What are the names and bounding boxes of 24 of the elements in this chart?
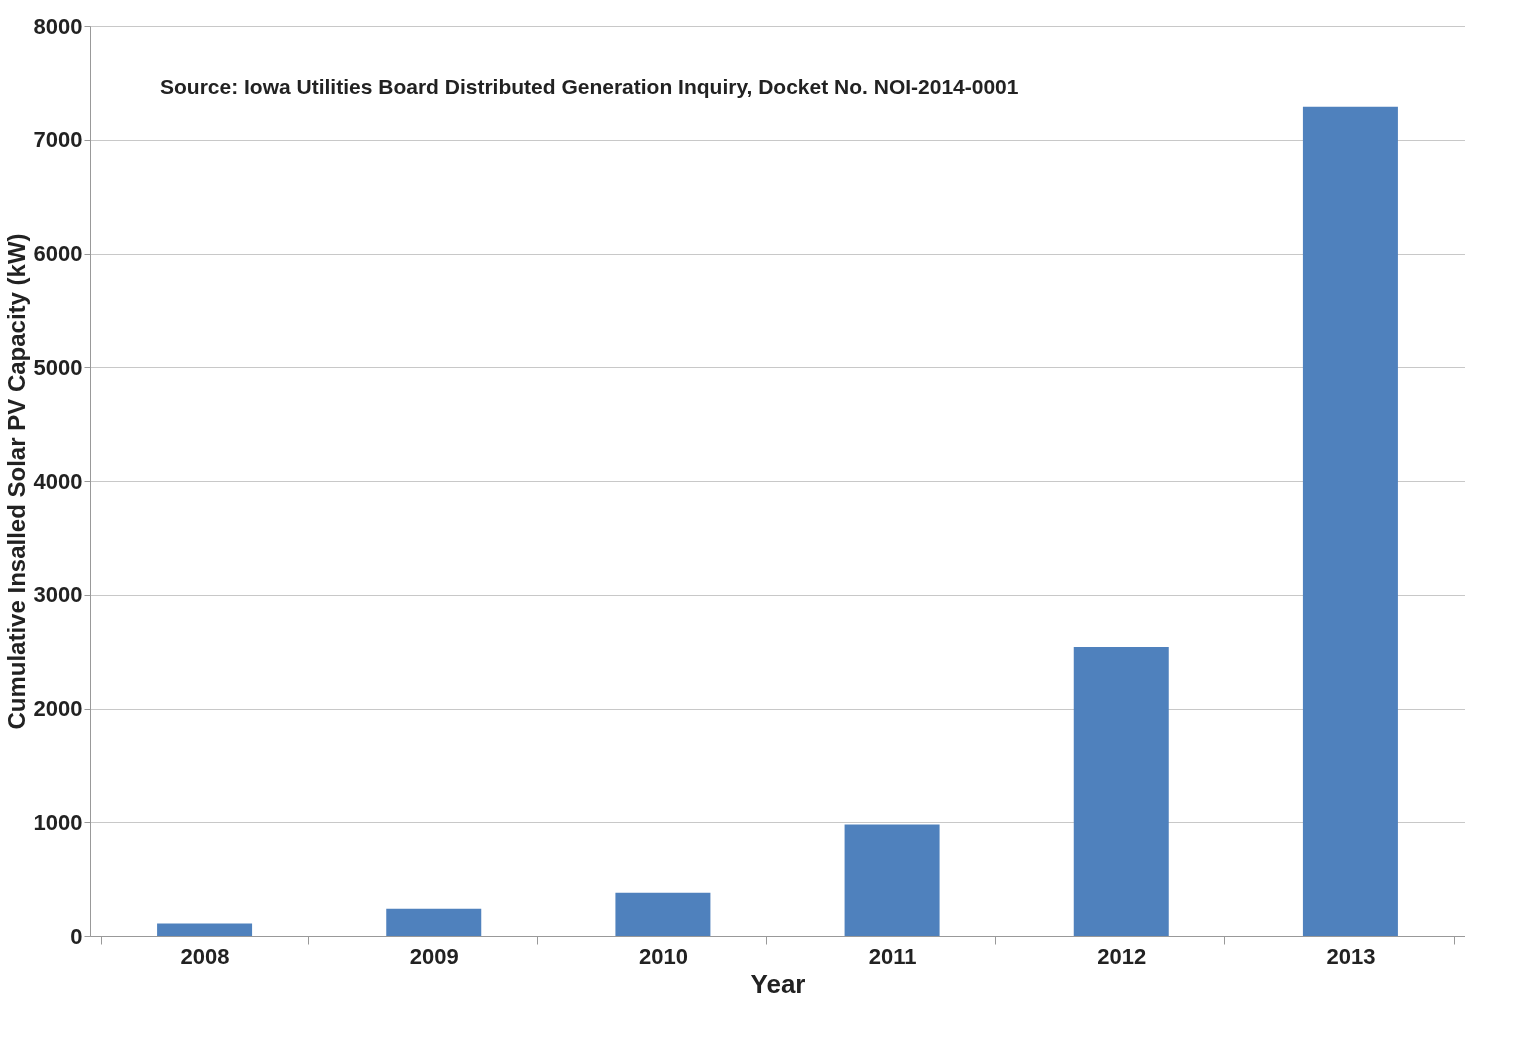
x-tick-label: 2011 <box>868 943 917 969</box>
bar <box>615 892 711 936</box>
y-axis-title: Cumulative Insalled Solar PV Capacity (kW) <box>2 233 30 730</box>
y-tick-label: 2000 <box>33 696 83 721</box>
y-tick-label: 7000 <box>33 127 83 153</box>
bar <box>1073 647 1169 936</box>
x-tick-label: 2012 <box>1097 943 1147 969</box>
y-tick-label: 1000 <box>33 809 83 835</box>
annotation: Source: Iowa Utilities Board Distributed Generation Inquiry, Docket No. NOI-2014-0001 <box>160 75 1019 98</box>
x-tick-label: 2013 <box>1326 943 1376 969</box>
bar <box>1302 106 1398 936</box>
x-tick-label: 2009 <box>409 943 459 969</box>
y-tick-label: 5000 <box>33 354 83 380</box>
bar <box>157 923 253 936</box>
x-axis-title: Year <box>750 968 806 999</box>
y-tick-label: 8000 <box>33 13 83 39</box>
y-tick-label: 4000 <box>33 468 83 494</box>
x-tick-label: 2010 <box>638 943 688 969</box>
bar <box>386 908 482 936</box>
y-tick-label: 0 <box>70 923 83 949</box>
bar <box>844 824 940 936</box>
y-tick-label: 6000 <box>33 241 83 266</box>
x-tick-label: 2008 <box>180 943 230 969</box>
y-tick-label: 3000 <box>33 582 83 608</box>
